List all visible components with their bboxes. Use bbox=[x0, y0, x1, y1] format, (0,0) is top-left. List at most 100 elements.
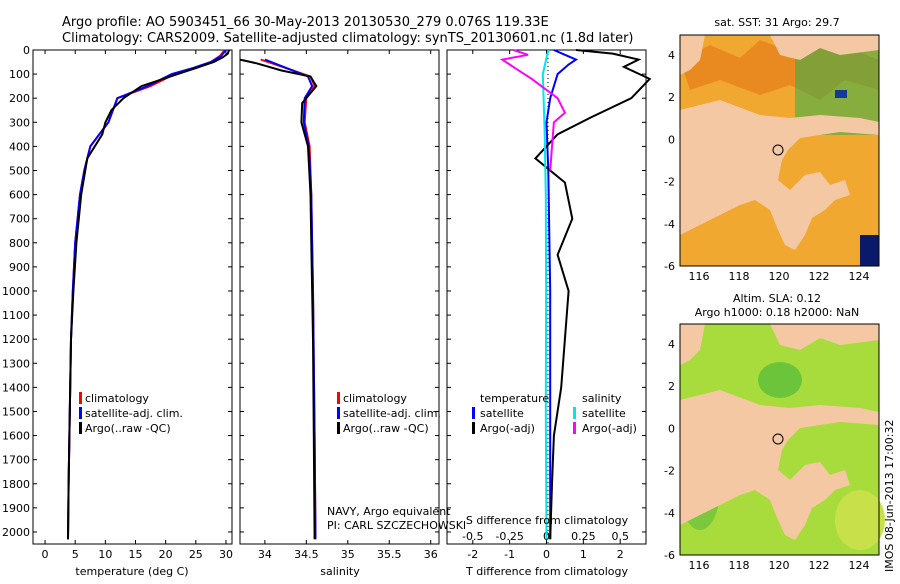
map-x-tick-label: 122 bbox=[809, 270, 830, 283]
sst-land-borneo-sulawesi bbox=[680, 100, 879, 250]
difference-legend: temperature satellite Argo(-adj) salinit… bbox=[472, 392, 637, 435]
map-y-tick-label: 2 bbox=[668, 91, 675, 104]
map-y-tick-label: 2 bbox=[668, 380, 675, 393]
legend-temperature-heading: temperature bbox=[480, 392, 549, 405]
map-x-tick-label: 116 bbox=[689, 559, 710, 572]
difference-xticks: -2 -1 0 1 2 bbox=[467, 50, 624, 561]
legend-satellite: satellite-adj. clim. bbox=[343, 407, 441, 420]
sst-map: sat. SST: 31 Argo: 29.7 116 118 120 122 124 … bbox=[664, 16, 880, 283]
series-line-argo bbox=[67, 49, 230, 540]
salinity-legend: climatology satellite-adj. clim. Argo(..… bbox=[337, 392, 441, 435]
sst-map-yticks: 4 2 0 -2 -4 -6 bbox=[664, 49, 675, 273]
map-y-tick-label: -4 bbox=[664, 218, 675, 231]
x2-tick-label: -0.5 bbox=[462, 530, 483, 543]
series-line-clim bbox=[67, 49, 226, 540]
depth-tick-label: 600 bbox=[9, 189, 30, 202]
map-x-tick-label: 118 bbox=[729, 559, 750, 572]
title-line1: Argo profile: AO 5903451_66 30-May-2013 … bbox=[62, 15, 549, 30]
depth-tick-label: 1100 bbox=[2, 309, 30, 322]
sst-land-northeast bbox=[770, 35, 879, 60]
series-line-argo_s bbox=[499, 49, 567, 171]
x-tick-label: 0 bbox=[543, 548, 550, 561]
depth-tick-label: 1200 bbox=[2, 333, 30, 346]
temperature-legend: climatology satellite-adj. clim. Argo(..… bbox=[79, 392, 183, 435]
salinity-series bbox=[239, 58, 318, 540]
sst-map-plot bbox=[679, 34, 880, 267]
legend-swatch-climatology bbox=[337, 392, 340, 404]
depth-tick-label: 900 bbox=[9, 261, 30, 274]
temperature-chart: 0100200300400500600700800900100011001200… bbox=[2, 44, 233, 578]
difference-xlabel: T difference from climatology bbox=[465, 565, 628, 578]
depth-tick-label: 400 bbox=[9, 140, 30, 153]
sla-map-yticks: 4 2 0 -2 -4 -6 bbox=[664, 338, 675, 562]
series-line-sat bbox=[264, 58, 317, 540]
map-x-tick-label: 122 bbox=[809, 559, 830, 572]
legend-swatch-satellite bbox=[79, 407, 82, 419]
legend-s-satellite: satellite bbox=[582, 407, 626, 420]
x-tick-label: 35.5 bbox=[377, 548, 402, 561]
depth-tick-label: 200 bbox=[9, 92, 30, 105]
x-tick-label: 25 bbox=[189, 548, 203, 561]
x2-tick-label: 0.5 bbox=[611, 530, 629, 543]
x-tick-label: 0 bbox=[42, 548, 49, 561]
map-y-tick-label: -2 bbox=[664, 176, 675, 189]
legend-climatology: climatology bbox=[343, 392, 407, 405]
depth-tick-label: 300 bbox=[9, 116, 30, 129]
sst-cold-cell bbox=[835, 90, 847, 98]
legend-t-argo: Argo(-adj) bbox=[480, 422, 535, 435]
x-tick-label: 35 bbox=[341, 548, 355, 561]
series-line-clim bbox=[260, 58, 317, 540]
series-line-argo bbox=[239, 58, 318, 540]
sla-map-title1: Altim. SLA: 0.12 bbox=[733, 292, 821, 305]
x-tick-label: 15 bbox=[129, 548, 143, 561]
x-tick-label: 34.5 bbox=[294, 548, 319, 561]
sst-land-north bbox=[680, 35, 705, 75]
depth-tick-label: 1900 bbox=[2, 502, 30, 515]
depth-tick-label: 100 bbox=[9, 68, 30, 81]
sla-map-xticks: 116 118 120 122 124 bbox=[689, 559, 870, 572]
depth-tick-label: 1400 bbox=[2, 381, 30, 394]
sla-map: Altim. SLA: 0.12 Argo h1000: 0.18 h2000:… bbox=[664, 292, 885, 572]
depth-tick-label: 0 bbox=[23, 44, 30, 57]
legend-swatch-satellite bbox=[337, 407, 340, 419]
map-y-tick-label: -2 bbox=[664, 465, 675, 478]
sst-argo-position bbox=[772, 144, 784, 156]
x-tick-label: 2 bbox=[617, 548, 624, 561]
sla-land-northeast bbox=[770, 324, 879, 350]
map-x-tick-label: 116 bbox=[689, 270, 710, 283]
temperature-xticks: 0 5 10 15 20 25 30 bbox=[42, 50, 233, 561]
sla-map-plot bbox=[679, 323, 885, 556]
sst-map-title: sat. SST: 31 Argo: 29.7 bbox=[714, 16, 839, 29]
series-line-sat_s bbox=[541, 49, 550, 540]
depth-ticks: 0 100 200 300 400 500 600 700 800 900 1000 1100 1200… bbox=[2, 44, 232, 539]
footer-stamp: IMOS 08-Jun-2013 17:00:32 bbox=[883, 419, 896, 572]
map-x-tick-label: 124 bbox=[849, 559, 870, 572]
x-tick-label: 36 bbox=[424, 548, 438, 561]
legend-salinity-heading: salinity bbox=[582, 392, 622, 405]
x-tick-label: 20 bbox=[159, 548, 173, 561]
sla-land-borneo-sulawesi bbox=[680, 390, 879, 540]
annotation-line1: NAVY, Argo equivalent bbox=[327, 505, 451, 518]
legend-swatch-t-satellite bbox=[472, 407, 475, 419]
salinity-chart: 34 34.5 35 35.5 36 salinity climatology sate… bbox=[239, 49, 466, 578]
difference-x2label: S difference from climatology bbox=[466, 514, 629, 527]
map-y-tick-label: 0 bbox=[668, 133, 675, 146]
legend-climatology: climatology bbox=[85, 392, 149, 405]
x-tick-label: 1 bbox=[580, 548, 587, 561]
map-y-tick-label: -4 bbox=[664, 507, 675, 520]
legend-swatch-s-satellite bbox=[573, 407, 576, 419]
series-line-sat bbox=[67, 49, 227, 540]
sst-map-xticks: 116 118 120 122 124 bbox=[689, 270, 870, 283]
salinity-xticks: 34 34.5 35 35.5 36 bbox=[258, 50, 438, 561]
annotation-line2: PI: CARL SZCZECHOWSKI bbox=[327, 519, 466, 532]
sla-land-north bbox=[680, 324, 705, 365]
legend-s-argo: Argo(-adj) bbox=[582, 422, 637, 435]
map-x-tick-label: 118 bbox=[729, 270, 750, 283]
depth-tick-label: 1700 bbox=[2, 454, 30, 467]
temperature-axes bbox=[32, 49, 233, 545]
difference-chart: -2 -1 0 1 2 -0.5 -0.25 0 0.25 0.5 T difference f… bbox=[446, 49, 652, 578]
legend-satellite: satellite-adj. clim. bbox=[85, 407, 183, 420]
difference-x2ticks: -0.5 -0.25 0 0.25 0.5 bbox=[462, 530, 629, 543]
sst-map-frame bbox=[679, 34, 880, 267]
map-y-tick-label: -6 bbox=[664, 549, 675, 562]
